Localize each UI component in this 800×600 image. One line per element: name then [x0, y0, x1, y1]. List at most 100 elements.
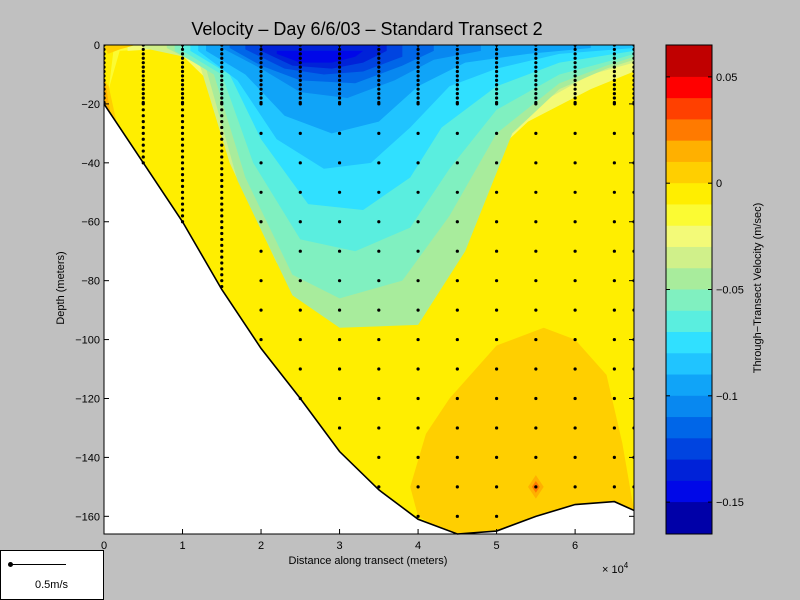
- sample-marker: [259, 161, 263, 165]
- sample-marker: [455, 485, 459, 489]
- sample-marker: [534, 83, 538, 87]
- sample-marker: [455, 78, 459, 82]
- y-tick-label: −60: [81, 217, 100, 229]
- sample-marker: [141, 137, 145, 141]
- sample-marker: [416, 514, 420, 518]
- sample-marker: [337, 190, 342, 194]
- sample-marker: [534, 190, 538, 194]
- sample-marker: [416, 455, 420, 460]
- colorbar-band: [666, 459, 712, 482]
- sample-marker: [220, 83, 224, 87]
- x-tick-label: 0: [101, 540, 107, 552]
- sample-marker: [220, 243, 224, 247]
- sample-marker: [337, 131, 342, 135]
- sample-marker: [455, 102, 459, 106]
- sample-marker: [180, 78, 185, 82]
- sample-marker: [337, 308, 342, 312]
- sample-marker: [534, 308, 538, 312]
- sample-marker: [259, 279, 263, 283]
- sample-marker: [573, 78, 577, 82]
- sample-marker: [416, 396, 420, 401]
- sample-marker: [612, 52, 616, 56]
- sample-marker: [455, 249, 459, 253]
- sample-marker: [337, 220, 342, 224]
- x-tick-label: 2: [258, 540, 264, 552]
- sample-marker: [416, 190, 420, 194]
- sample-marker: [220, 78, 224, 82]
- sample-marker: [180, 155, 185, 159]
- sample-marker: [494, 74, 499, 78]
- sample-marker: [534, 279, 538, 283]
- x-tick-label: 5: [494, 540, 500, 552]
- sample-marker: [494, 52, 499, 56]
- sample-marker: [573, 249, 577, 253]
- sample-marker: [220, 131, 224, 135]
- sample-marker: [416, 78, 420, 82]
- sample-marker: [573, 69, 577, 74]
- sample-marker: [220, 96, 224, 100]
- sample-marker: [612, 279, 616, 283]
- sample-marker: [180, 96, 185, 100]
- sample-marker: [416, 87, 420, 91]
- sample-marker: [141, 143, 145, 147]
- colorbar-tick-label: 0: [716, 178, 722, 190]
- sample-marker: [337, 78, 342, 82]
- sample-marker: [337, 61, 342, 65]
- colorbar-band: [666, 119, 712, 142]
- sample-marker: [220, 65, 224, 69]
- sample-marker: [612, 56, 616, 60]
- sample-marker: [180, 83, 185, 87]
- colorbar-band: [666, 45, 712, 78]
- colorbar-band: [666, 98, 712, 120]
- sample-marker: [573, 74, 577, 78]
- sample-marker: [337, 56, 342, 60]
- sample-marker: [377, 131, 381, 135]
- colorbar-band: [666, 289, 712, 312]
- sample-marker: [534, 74, 538, 78]
- sample-marker: [573, 131, 577, 135]
- sample-marker: [612, 61, 616, 65]
- sample-marker: [494, 367, 499, 371]
- sample-marker: [180, 167, 185, 171]
- sample-marker: [573, 455, 577, 460]
- sample-marker: [220, 108, 224, 112]
- sample-marker: [494, 56, 499, 60]
- sample-marker: [220, 149, 224, 153]
- sample-marker: [220, 87, 224, 91]
- sample-marker: [377, 96, 381, 100]
- sample-marker: [416, 92, 420, 96]
- sample-marker: [494, 78, 499, 82]
- sample-marker: [337, 367, 342, 371]
- sample-marker: [337, 65, 342, 69]
- sample-marker: [494, 455, 499, 460]
- sample-marker: [494, 131, 499, 135]
- sample-marker: [220, 74, 224, 78]
- colorbar-band: [666, 438, 712, 461]
- colorbar-band: [666, 310, 712, 333]
- sample-marker: [573, 87, 577, 91]
- sample-marker: [612, 426, 616, 430]
- sample-marker: [298, 102, 302, 106]
- sample-marker: [494, 65, 499, 69]
- sample-marker: [141, 61, 145, 65]
- sample-marker: [534, 485, 538, 489]
- sample-marker: [494, 308, 499, 312]
- sample-marker: [220, 202, 224, 206]
- sample-marker: [416, 96, 420, 100]
- sample-marker: [298, 92, 302, 96]
- sample-marker: [494, 426, 499, 430]
- sample-marker: [337, 102, 342, 106]
- sample-marker: [298, 161, 302, 165]
- sample-marker: [220, 249, 224, 253]
- sample-marker: [298, 65, 302, 69]
- x-tick-label: 4: [415, 540, 421, 552]
- y-tick-label: −120: [75, 393, 100, 405]
- sample-marker: [180, 119, 185, 124]
- sample-marker: [180, 65, 185, 69]
- sample-marker: [180, 161, 185, 165]
- sample-marker: [455, 514, 459, 518]
- colorbar-tick-label: 0.05: [716, 72, 737, 84]
- y-tick-label: −40: [81, 158, 100, 170]
- sample-marker: [377, 61, 381, 65]
